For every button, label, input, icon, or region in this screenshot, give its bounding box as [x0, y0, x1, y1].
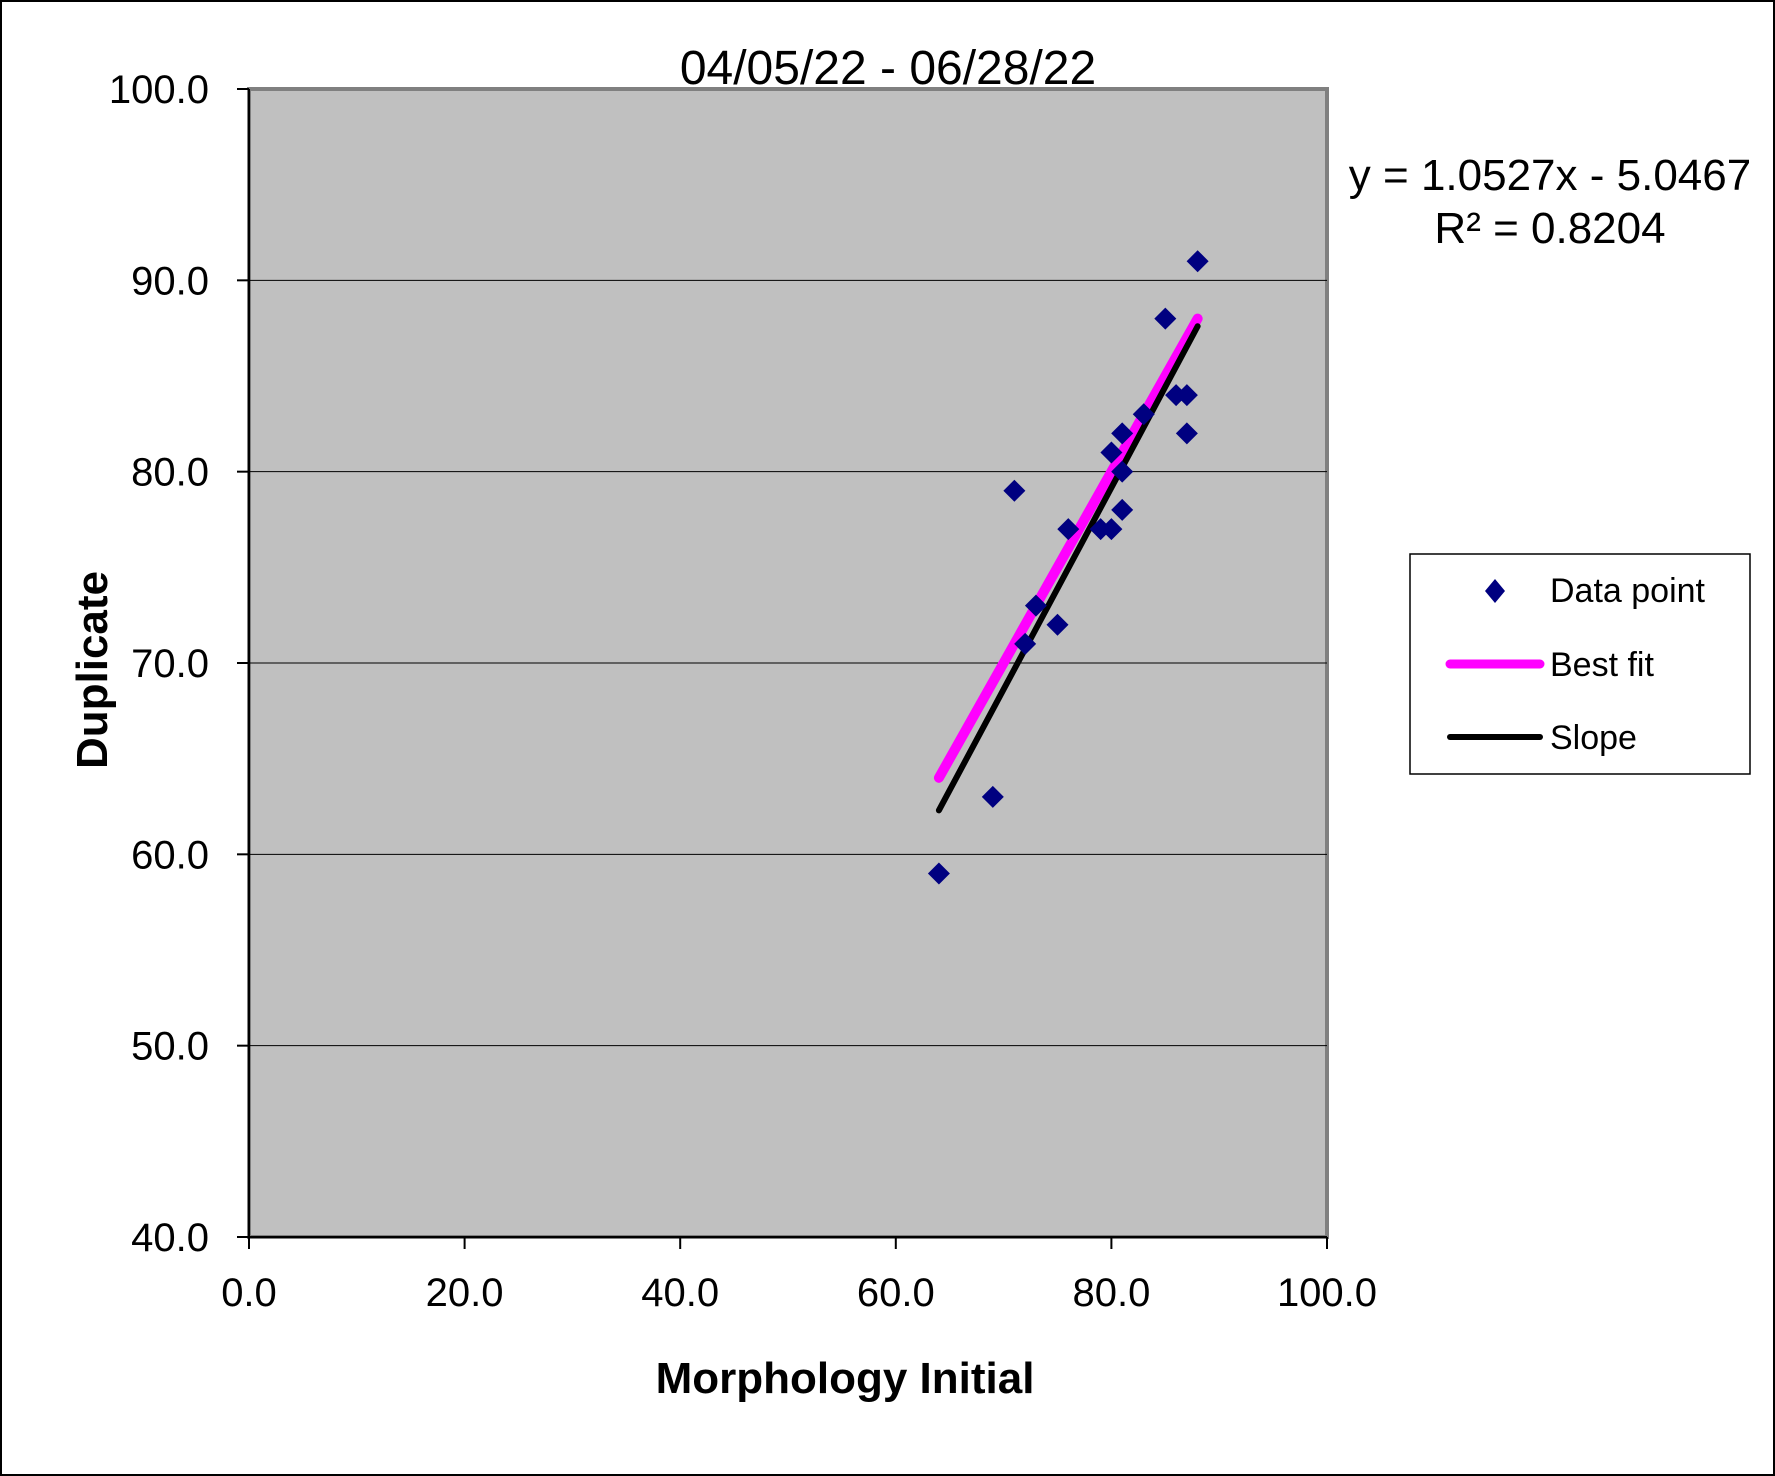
r-squared-label: R² = 0.8204 — [1434, 204, 1665, 253]
gridlines — [249, 279, 1327, 1047]
x-tick-label: 60.0 — [857, 1271, 935, 1315]
chart-title: 04/05/22 - 06/28/22 — [680, 42, 1096, 95]
data-point-marker — [1111, 460, 1134, 483]
axes — [237, 88, 1328, 1249]
data-point-marker — [1100, 441, 1123, 464]
y-tick-label: 40.0 — [131, 1216, 209, 1260]
data-point-marker — [927, 862, 950, 885]
data-point-marker — [981, 785, 1004, 808]
data-point-marker — [1175, 384, 1198, 407]
x-axis-title: Morphology Initial — [656, 1354, 1035, 1403]
diamond-marker-icon — [1485, 579, 1505, 603]
y-tick-label: 80.0 — [131, 451, 209, 495]
data-point-marker — [1100, 518, 1123, 541]
x-tick-label: 20.0 — [426, 1271, 504, 1315]
y-tick-label: 50.0 — [131, 1025, 209, 1069]
legend: Data point Best fit Slope — [1409, 553, 1751, 775]
data-point-marker — [1132, 403, 1155, 426]
data-point-marker — [1111, 422, 1134, 445]
data-point-marker — [1186, 250, 1209, 273]
legend-label-slope: Slope — [1550, 719, 1637, 757]
x-tick-label: 100.0 — [1277, 1271, 1377, 1315]
best-fit-line — [933, 313, 1203, 783]
slope-line — [935, 323, 1201, 814]
data-point-marker — [1003, 479, 1026, 502]
data-point-marker — [1014, 632, 1037, 655]
data-point-marker — [1111, 498, 1134, 521]
trendline-equation: y = 1.0527x - 5.0467 — [1349, 151, 1751, 200]
data-point-marker — [1175, 422, 1198, 445]
data-series — [927, 250, 1209, 885]
y-tick-label: 90.0 — [131, 259, 209, 303]
y-axis-title: Duplicate — [68, 571, 117, 769]
x-tick-label: 0.0 — [221, 1271, 277, 1315]
data-point-marker — [1024, 594, 1047, 617]
data-point-marker — [1154, 307, 1177, 330]
x-tick-label: 80.0 — [1072, 1271, 1150, 1315]
legend-item-slope: Slope — [1447, 719, 1637, 757]
legend-item-best-fit: Best fit — [1445, 646, 1654, 684]
tick-labels: 40.0 50.0 60.0 70.0 80.0 90.0 100.0 0.0 20.0 40.0… — [109, 68, 1377, 1315]
x-tick-label: 40.0 — [641, 1271, 719, 1315]
data-point-marker — [1057, 518, 1080, 541]
y-tick-label: 70.0 — [131, 642, 209, 686]
y-tick-label: 60.0 — [131, 833, 209, 877]
y-tick-label: 100.0 — [109, 68, 209, 112]
legend-label-data-point: Data point — [1550, 572, 1706, 610]
legend-item-data-point: Data point — [1485, 572, 1706, 610]
data-point-marker — [1046, 613, 1069, 636]
legend-label-best-fit: Best fit — [1550, 646, 1654, 684]
